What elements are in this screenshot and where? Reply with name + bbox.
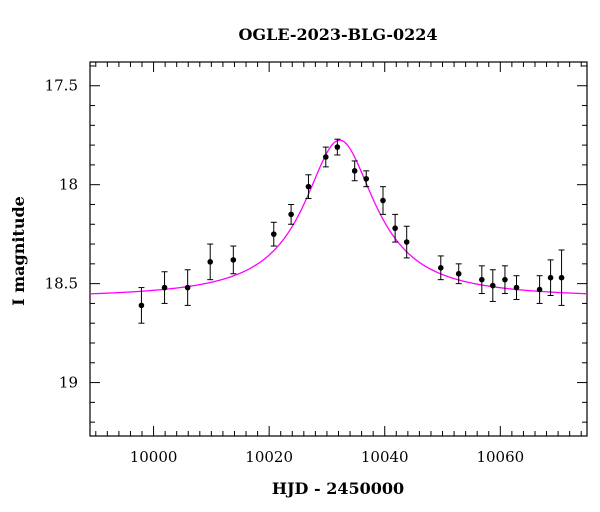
data-point — [437, 255, 444, 281]
data-point-marker — [230, 257, 237, 263]
data-point — [403, 225, 410, 259]
data-point-marker — [479, 276, 485, 283]
data-point-marker — [322, 154, 329, 160]
y-tick-label: 19 — [59, 374, 78, 392]
data-point-marker — [270, 231, 277, 237]
plot-frame — [89, 61, 588, 437]
plot-area: 10000 10020 10040 10060 17.5 18 18.5 19 — [45, 61, 588, 466]
x-tick-label: 10060 — [476, 448, 524, 466]
data-point-marker — [305, 183, 312, 190]
data-point — [161, 271, 168, 304]
data-point — [334, 138, 341, 156]
data-point-marker — [455, 270, 462, 277]
data-point-marker — [207, 259, 214, 265]
data-point — [501, 265, 508, 295]
data-point — [351, 160, 358, 182]
data-point-marker — [138, 302, 145, 309]
y-tick-label: 18.5 — [45, 275, 78, 293]
x-tick-label: 10020 — [245, 448, 293, 466]
chart-title: OGLE-2023-BLG-0224 — [238, 25, 437, 44]
data-point — [379, 186, 386, 215]
x-tick-label: 10000 — [130, 448, 178, 466]
data-point-marker — [437, 264, 444, 271]
data-point-marker — [288, 211, 294, 218]
data-point-marker — [536, 286, 543, 293]
data-point — [558, 249, 565, 306]
y-tick-label: 18 — [59, 176, 78, 194]
data-point — [270, 221, 277, 247]
data-point-marker — [502, 276, 508, 283]
data-point — [207, 243, 214, 281]
data-point-marker — [490, 282, 496, 289]
data-point — [547, 259, 554, 297]
data-point — [184, 269, 191, 306]
y-tick-label: 17.5 — [45, 77, 78, 95]
data-point-marker — [363, 175, 370, 182]
data-point — [288, 203, 295, 225]
data-point — [392, 213, 399, 243]
data-point — [322, 146, 329, 168]
data-point — [305, 174, 312, 200]
data-point-marker — [558, 274, 565, 281]
data-point — [489, 269, 496, 302]
x-axis-label: HJD - 2450000 — [272, 479, 404, 498]
data-point — [478, 265, 485, 295]
data-point-marker — [161, 284, 168, 291]
data-point-marker — [513, 284, 520, 291]
data-point — [455, 263, 462, 285]
data-point — [513, 275, 520, 300]
data-point-marker — [334, 144, 341, 150]
data-point-marker — [184, 284, 191, 291]
y-axis-label: I magnitude — [9, 196, 28, 306]
data-point-marker — [547, 274, 554, 281]
data-point-marker — [380, 197, 386, 204]
data-point-marker — [403, 239, 410, 245]
data-point — [363, 170, 370, 188]
data-point-marker — [351, 168, 358, 174]
data-point-marker — [392, 225, 398, 232]
data-point — [230, 245, 237, 275]
x-tick-label: 10040 — [361, 448, 409, 466]
data-point — [138, 287, 145, 324]
model-fit-curve — [90, 139, 587, 295]
data-point — [536, 275, 543, 304]
